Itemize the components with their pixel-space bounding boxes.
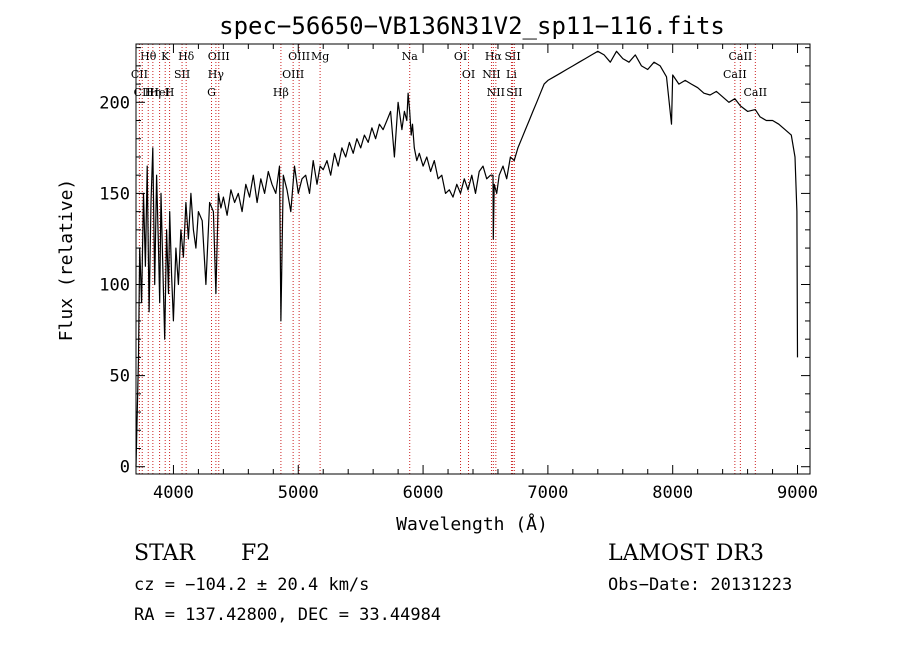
line-id-label: G bbox=[207, 86, 216, 99]
redshift-info: cz = −104.2 ± 20.4 km/s bbox=[134, 575, 369, 595]
y-tick-label: 0 bbox=[120, 458, 130, 478]
line-id-label: NII bbox=[487, 86, 505, 99]
x-tick-label: 6000 bbox=[403, 483, 444, 503]
obs-date: Obs−Date: 20131223 bbox=[608, 575, 792, 595]
line-id-label: K bbox=[161, 50, 170, 63]
x-tick-label: 5000 bbox=[278, 483, 319, 503]
line-id-label: Hδ bbox=[178, 50, 195, 63]
y-tick-label: 100 bbox=[99, 276, 130, 296]
line-id-label: Hγ bbox=[208, 68, 225, 81]
line-id-label: Mg bbox=[311, 50, 329, 63]
chart-title: spec−56650−VB136N31V2_sp11−116.fits bbox=[219, 12, 725, 40]
line-id-label: OIII bbox=[208, 50, 230, 63]
spectrum-line bbox=[135, 50, 799, 467]
line-id-label: Hη bbox=[145, 86, 161, 99]
y-tick-label: 200 bbox=[99, 93, 130, 113]
y-axis: 0 50 100 150 200 bbox=[99, 47, 810, 478]
line-id-label: OI bbox=[454, 50, 467, 63]
line-id-label: OI bbox=[462, 68, 475, 81]
line-id-label: CII bbox=[134, 86, 151, 99]
y-tick-label: 150 bbox=[99, 184, 130, 204]
line-id-label: OIII bbox=[288, 50, 310, 63]
coordinates: RA = 137.42800, DEC = 33.44984 bbox=[134, 605, 441, 625]
line-id-label: Hα bbox=[485, 50, 503, 63]
spectrum-series bbox=[135, 50, 799, 467]
x-axis: 4000 5000 6000 7000 8000 9000 bbox=[153, 44, 818, 503]
line-id-label: SII bbox=[504, 50, 520, 63]
line-id-label: CaII bbox=[729, 50, 753, 63]
line-id-label: Hβ bbox=[273, 86, 289, 99]
line-id-label: CII bbox=[131, 68, 148, 81]
line-id-label: Na bbox=[402, 50, 419, 63]
line-id-label: H bbox=[165, 86, 175, 99]
y-tick-label: 50 bbox=[110, 367, 130, 387]
y-axis-label: Flux (relative) bbox=[56, 179, 77, 342]
line-id-label: Li bbox=[506, 68, 517, 81]
line-id-label: SII bbox=[174, 68, 190, 81]
plot-frame bbox=[135, 43, 811, 475]
line-id-label: NII bbox=[482, 68, 500, 81]
x-tick-label: 4000 bbox=[153, 483, 194, 503]
x-tick-label: 7000 bbox=[527, 483, 568, 503]
line-id-label: OIII bbox=[282, 68, 304, 81]
x-axis-label: Wavelength (Å) bbox=[396, 513, 548, 535]
object-subclass: F2 bbox=[241, 541, 270, 566]
line-id-label: CaII bbox=[723, 68, 747, 81]
survey-name: LAMOST DR3 bbox=[608, 541, 764, 566]
line-id-label: SII bbox=[506, 86, 522, 99]
line-id-label: HeI bbox=[149, 86, 169, 99]
x-tick-label: 9000 bbox=[777, 483, 818, 503]
x-tick-label: 8000 bbox=[652, 483, 693, 503]
line-id-label: CaII bbox=[743, 86, 767, 99]
object-class: STAR bbox=[134, 541, 196, 566]
